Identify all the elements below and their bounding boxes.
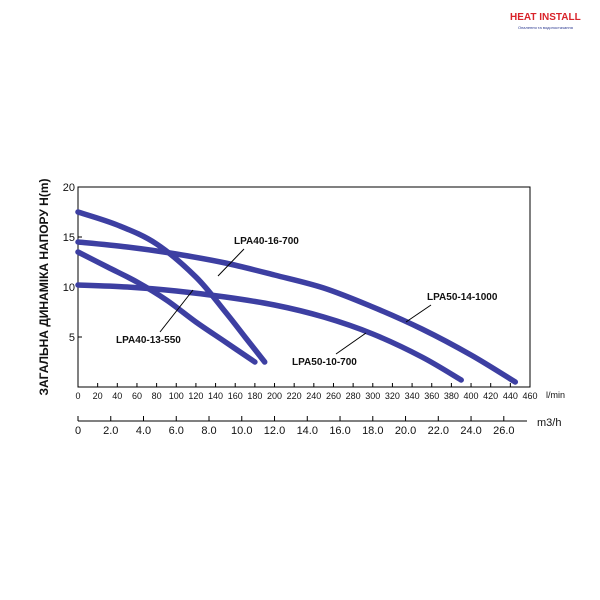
y-tick-label: 20 (63, 182, 75, 194)
x-ticks-lmin: 0 20 40 60 80 100 120 140 160 180 200 220 240 260 280 3… (75, 383, 538, 401)
x-unit-m3h: m3/h (537, 417, 561, 429)
curve-lpa40-13-550 (75, 249, 258, 365)
m3h-tick-label: 8.0 (201, 425, 216, 437)
x-tick-label: 60 (132, 391, 142, 401)
curve-lpa50-10-700 (75, 282, 464, 383)
leader-line (405, 304, 432, 323)
x-tick-label: 260 (326, 391, 341, 401)
curve-label: LPA40-16-700 (234, 236, 299, 247)
x-tick-label: 440 (503, 391, 518, 401)
y-tick-label: 15 (63, 232, 75, 244)
x-tick-label: 200 (267, 391, 282, 401)
curves (75, 209, 519, 385)
m3h-tick-label: 6.0 (169, 425, 184, 437)
x-tick-label: 460 (522, 391, 537, 401)
curve-label: LPA50-10-700 (292, 357, 357, 368)
m3h-tick-label: 26.0 (493, 425, 514, 437)
x-tick-label: 140 (208, 391, 223, 401)
curve-labels: LPA40-16-700 LPA40-13-550 LPA50-14-1000 LPA… (116, 236, 498, 368)
x-tick-label: 120 (188, 391, 203, 401)
x-tick-label: 0 (75, 391, 80, 401)
m3h-tick-label: 10.0 (231, 425, 252, 437)
y-axis-title: ЗАГАЛЬНА ДИНАМІКА НАПОРУ H(m) (37, 178, 51, 395)
x-tick-label: 300 (365, 391, 380, 401)
y-ticks: 20 15 10 5 (63, 182, 82, 344)
logo-brand: HEAT INSTALL (510, 12, 581, 23)
leader-line (217, 248, 245, 277)
m3h-tick-label: 12.0 (264, 425, 285, 437)
m3h-tick-label: 14.0 (297, 425, 318, 437)
logo-tagline: Опалення та водопостачання (518, 25, 573, 30)
x-tick-label: 320 (385, 391, 400, 401)
x-tick-label: 100 (169, 391, 184, 401)
leader-line (335, 332, 367, 355)
leader-line (159, 289, 194, 333)
x-tick-label: 160 (228, 391, 243, 401)
curve-lpa50-14-1000 (75, 239, 519, 385)
x-tick-label: 240 (306, 391, 321, 401)
curve-label: LPA40-13-550 (116, 335, 181, 346)
x-ticks-m3h: 0 2.0 4.0 6.0 8.0 10.0 12.0 14.0 16.0 18.0 20.0 22.… (75, 416, 515, 437)
m3h-tick-label: 18.0 (362, 425, 383, 437)
heat-install-logo: HEAT INSTALL Опалення та водопостачання (510, 10, 596, 34)
x-tick-label: 420 (483, 391, 498, 401)
m3h-tick-label: 4.0 (136, 425, 151, 437)
m3h-tick-label: 16.0 (329, 425, 350, 437)
x-tick-label: 40 (112, 391, 122, 401)
m3h-tick-label: 22.0 (428, 425, 449, 437)
m3h-tick-label: 0 (75, 425, 81, 437)
x-tick-label: 380 (444, 391, 459, 401)
m3h-tick-label: 24.0 (460, 425, 481, 437)
curve-lpa40-16-700 (75, 209, 268, 365)
x-tick-label: 360 (424, 391, 439, 401)
curve-label: LPA50-14-1000 (427, 292, 498, 303)
y-tick-label: 5 (69, 332, 75, 344)
x-tick-label: 80 (152, 391, 162, 401)
m3h-tick-label: 20.0 (395, 425, 416, 437)
x-tick-label: 400 (464, 391, 479, 401)
x-tick-label: 20 (93, 391, 103, 401)
x-tick-label: 180 (247, 391, 262, 401)
y-tick-label: 10 (63, 282, 75, 294)
x-tick-label: 280 (346, 391, 361, 401)
x-tick-label: 340 (405, 391, 420, 401)
x-tick-label: 220 (287, 391, 302, 401)
m3h-tick-label: 2.0 (103, 425, 118, 437)
x-unit-lmin: l/min (546, 390, 565, 400)
